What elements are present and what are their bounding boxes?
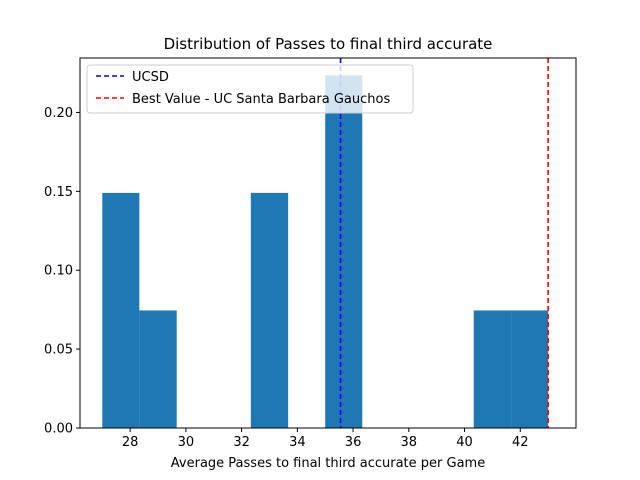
chart-title: Distribution of Passes to final third ac… [164,35,493,53]
x-tick-label-7: 42 [512,435,529,450]
x-tick-label-2: 32 [233,435,250,450]
reference-lines-group [339,58,549,428]
y-tick-label-0: 0.00 [44,422,73,437]
legend-label-best-value: Best Value - UC Santa Barbara Gauchos [132,92,390,107]
x-tick-label-6: 40 [456,435,473,450]
histogram-bar-6 [325,75,363,428]
x-axis-label: Average Passes to final third accurate p… [171,456,485,471]
legend-label-ucsd: UCSD [132,70,169,85]
x-tick-label-4: 36 [345,435,362,450]
y-tick-label-1: 0.05 [44,343,73,358]
bars-group [102,75,549,428]
histogram-bar-1 [139,310,177,428]
y-tick-label-4: 0.20 [44,106,73,121]
plot-frame [79,57,577,429]
histogram-bar-10 [473,310,512,428]
histogram-bar-0 [102,192,140,428]
y-tick-label-2: 0.10 [44,264,73,279]
x-tick-label-1: 30 [178,435,195,450]
y-axis-ticks: 0.00 0.05 0.10 0.15 0.20 [44,106,80,437]
x-tick-label-0: 28 [122,435,139,450]
x-axis-ticks: 28 30 32 34 36 38 40 42 [122,428,529,450]
histogram-bar-4 [250,192,289,428]
legend: UCSD Best Value - UC Santa Barbara Gauch… [86,64,414,114]
y-tick-label-3: 0.15 [44,185,73,200]
histogram-bar-11 [511,310,549,428]
x-tick-label-5: 38 [401,435,418,450]
x-tick-label-3: 34 [289,435,306,450]
legend-box [86,64,414,114]
